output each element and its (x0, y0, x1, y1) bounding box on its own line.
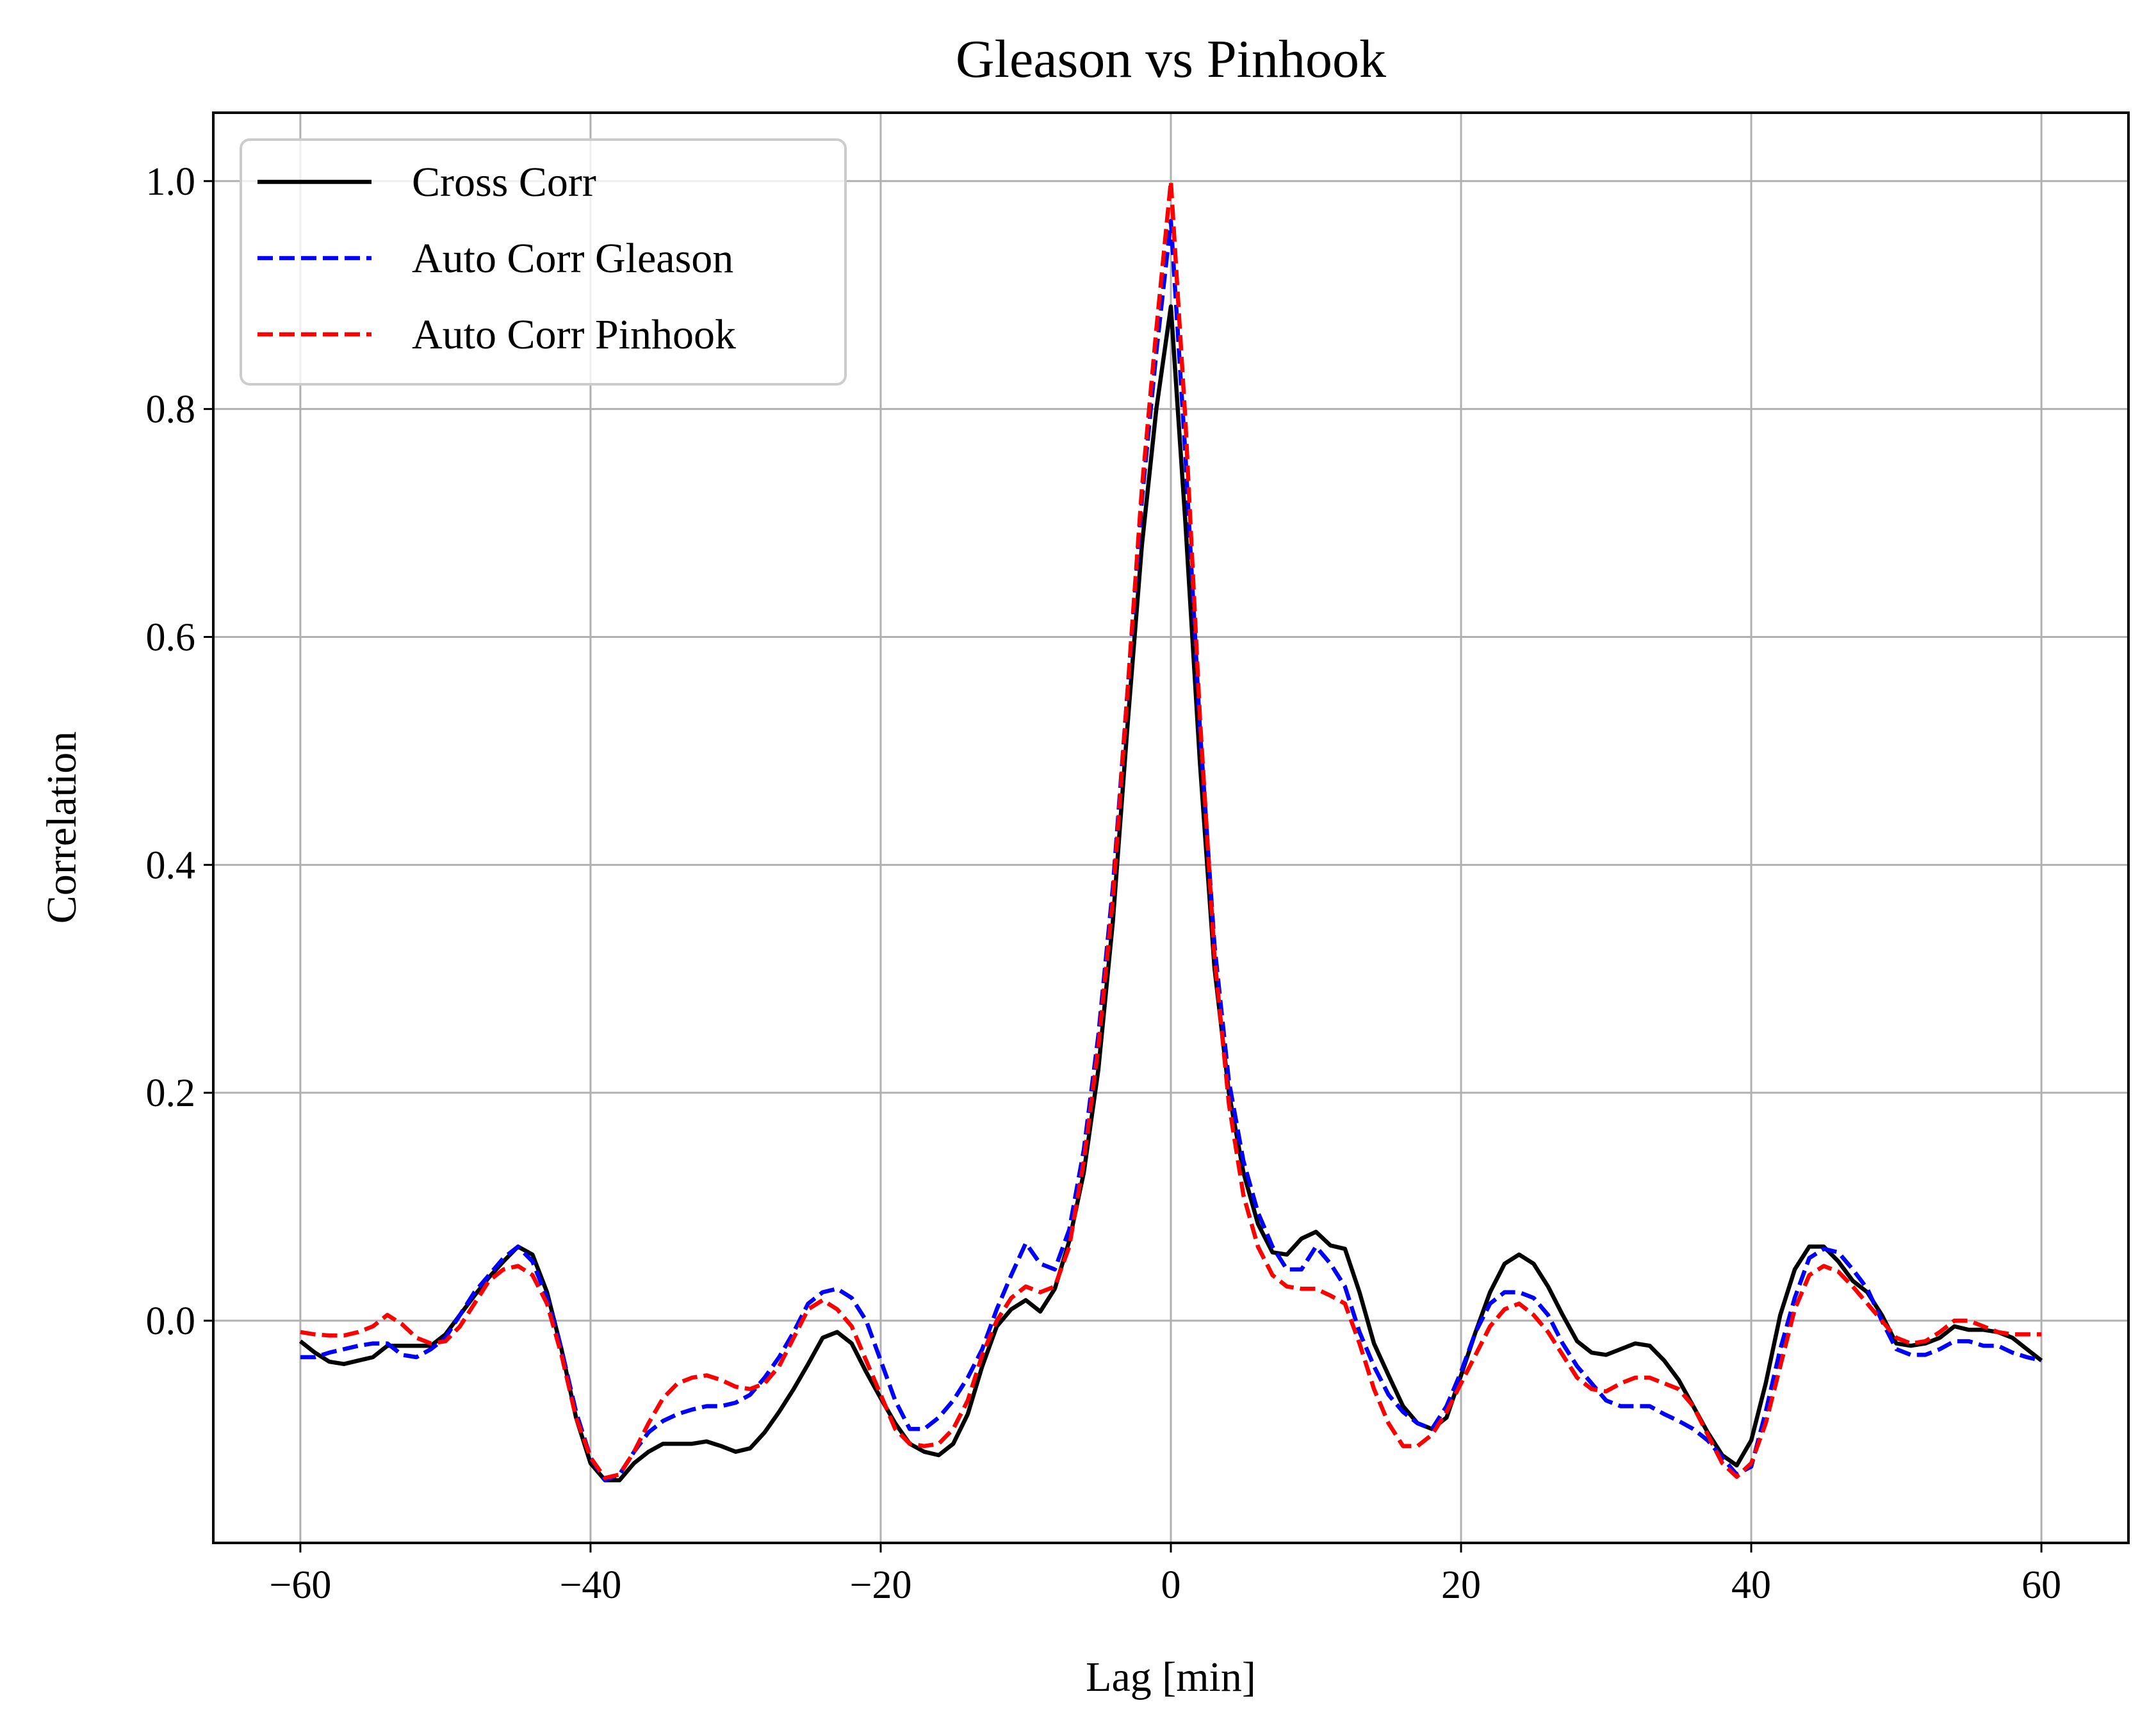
legend-label: Cross Corr (412, 159, 596, 206)
series-line-auto-corr-gleason (300, 218, 2042, 1483)
y-tick-label: 0.8 (146, 388, 196, 432)
y-tick-label: 0.2 (146, 1072, 196, 1115)
series-line-auto-corr-pinhook (300, 179, 2042, 1480)
legend-box (240, 138, 847, 386)
legend: Cross Corr Auto Corr Gleason Auto Corr Pin… (240, 138, 847, 386)
y-tick-label: 0.4 (146, 844, 196, 887)
y-tick-label: 0.6 (146, 615, 196, 659)
x-tick-label: 20 (1441, 1563, 1481, 1607)
legend-label: Auto Corr Pinhook (412, 311, 736, 358)
y-tick-label: 0.0 (146, 1300, 196, 1343)
x-tick-label: −40 (559, 1563, 621, 1607)
x-tick-label: 40 (1731, 1563, 1771, 1607)
x-tick-label: −20 (849, 1563, 911, 1607)
x-tick-label: −60 (269, 1563, 331, 1607)
series-line-cross-corr (298, 304, 2043, 1483)
legend-label: Auto Corr Gleason (412, 235, 733, 282)
chart-title: Gleason vs Pinhook (956, 29, 1386, 89)
series-lines (298, 179, 2043, 1483)
y-tick-label: 1.0 (146, 160, 196, 204)
axis-ticks: −60 −40 −20 0 20 40 60 0.0 0.2 0.4 0.6 0.8 1.0 (146, 160, 2062, 1607)
x-axis-label: Lag [min] (1086, 1654, 1256, 1700)
grid (213, 113, 2128, 1543)
x-tick-label: 0 (1161, 1563, 1181, 1607)
y-axis-label: Correlation (38, 731, 85, 924)
x-tick-label: 60 (2021, 1563, 2061, 1607)
